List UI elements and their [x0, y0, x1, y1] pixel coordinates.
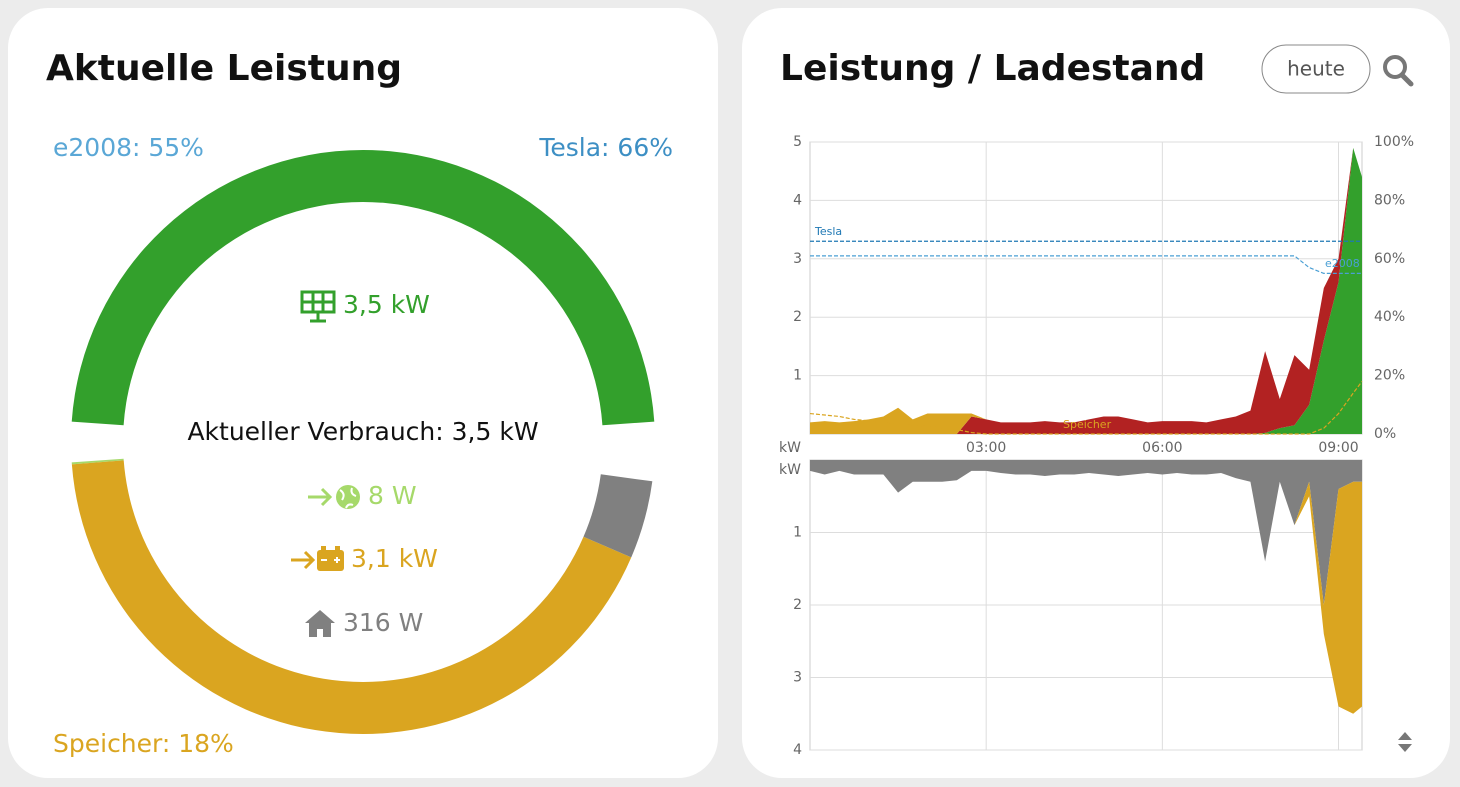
grid-icon — [308, 485, 360, 509]
value-label: 3,1 kW — [351, 544, 438, 573]
x-tick-label: 09:00 — [1318, 440, 1358, 456]
y-tick-label: 5 — [793, 134, 802, 150]
date-button-label[interactable]: heute — [1287, 57, 1345, 81]
center-label: Aktueller Verbrauch: 3,5 kW — [187, 417, 538, 446]
area — [810, 470, 1362, 714]
series-label: Speicher — [1063, 418, 1112, 431]
x-tick-label: 06:00 — [1142, 440, 1182, 456]
y2-tick-label: 0% — [1374, 426, 1396, 442]
battery-icon — [291, 546, 344, 571]
y2-tick-label: 40% — [1374, 309, 1405, 325]
solar-icon — [300, 290, 336, 323]
area — [810, 460, 1362, 605]
gauge-segment — [71, 458, 124, 465]
gauge-segment — [71, 460, 632, 734]
vehicle-label: Tesla: 66% — [538, 133, 673, 162]
card-title: Leistung / Ladestand — [780, 48, 1205, 89]
y-axis-label: kW — [779, 462, 801, 478]
series-label: e2008 — [1325, 257, 1360, 270]
y-tick-label: 1 — [793, 525, 802, 541]
y-axis-label: kW — [779, 440, 801, 456]
area — [810, 147, 1362, 434]
storage-label: Speicher: 18% — [53, 729, 234, 758]
y2-tick-label: 80% — [1374, 192, 1405, 208]
y2-tick-label: 20% — [1374, 368, 1405, 384]
series-label: Tesla — [814, 225, 842, 238]
gauge-segment — [71, 149, 655, 426]
y-tick-label: 4 — [793, 192, 802, 208]
card-title: Aktuelle Leistung — [46, 48, 402, 89]
vehicle-label: e2008: 55% — [53, 133, 204, 162]
y-tick-label: 4 — [793, 742, 802, 758]
y2-tick-label: 100% — [1374, 134, 1414, 150]
house-icon — [305, 610, 335, 637]
y-tick-label: 2 — [793, 309, 802, 325]
value-label: 316 W — [343, 608, 423, 637]
y-tick-label: 3 — [793, 251, 802, 267]
value-label: 3,5 kW — [343, 290, 430, 319]
y-tick-label: 1 — [793, 368, 802, 384]
line — [810, 255, 1362, 274]
card — [8, 8, 718, 778]
value-label: 8 W — [368, 481, 417, 510]
line — [809, 381, 1363, 435]
search-icon[interactable] — [1383, 55, 1414, 87]
y-tick-label: 3 — [793, 670, 802, 686]
x-tick-label: 03:00 — [966, 440, 1006, 456]
y2-tick-label: 60% — [1374, 251, 1405, 267]
sort-icon[interactable] — [1398, 732, 1412, 752]
y-tick-label: 2 — [793, 597, 802, 613]
date-button[interactable] — [1261, 44, 1371, 94]
gauge-segment — [583, 474, 653, 558]
